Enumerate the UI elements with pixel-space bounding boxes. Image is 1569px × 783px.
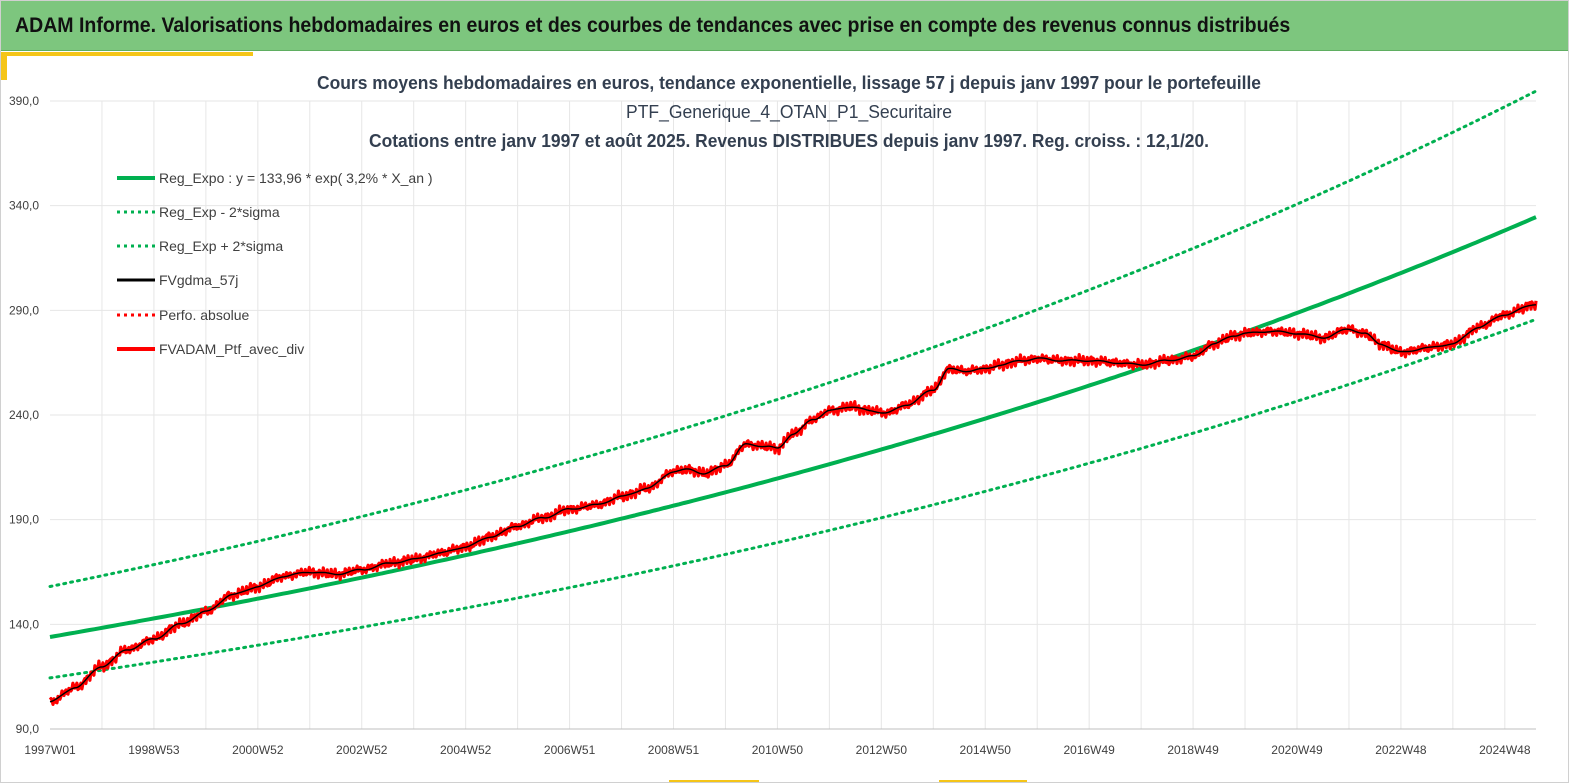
x-axis-ticks: 1997W01 1998W53 2000W52 2002W52 2004W52 2006W… xyxy=(24,743,1531,757)
accent-bar-bottom-right xyxy=(939,780,1027,782)
legend-label-fvadam: FVADAM_Ptf_avec_div xyxy=(159,341,304,357)
x-tick-label: 2008W51 xyxy=(648,743,700,757)
series-fvadam-ptf-avec-div xyxy=(48,300,1538,706)
header-title: ADAM Informe. Valorisations hebdomadaire… xyxy=(15,13,1291,37)
x-tick-label: 2024W48 xyxy=(1479,743,1531,757)
x-tick-label: 2016W49 xyxy=(1063,743,1115,757)
accent-bar-top-left xyxy=(1,52,253,56)
x-tick-label: 2000W52 xyxy=(232,743,284,757)
y-tick-label: 90,0 xyxy=(16,722,40,736)
legend: Reg_Expo : y = 133,96 * exp( 3,2% * X_an… xyxy=(117,170,433,357)
y-tick-label: 140,0 xyxy=(9,617,39,631)
series-layer xyxy=(48,89,1538,706)
y-axis-ticks: 390,0 340,0 290,0 240,0 190,0 140,0 90,0 xyxy=(9,94,39,736)
x-tick-label: 2006W51 xyxy=(544,743,596,757)
y-tick-label: 340,0 xyxy=(9,199,39,213)
series-fvgdma-57j xyxy=(49,304,1536,703)
x-tick-label: 2018W49 xyxy=(1167,743,1219,757)
legend-label-fvgdma: FVgdma_57j xyxy=(159,272,238,288)
x-tick-label: 2020W49 xyxy=(1271,743,1323,757)
legend-label-perfo-absolue: Perfo. absolue xyxy=(159,307,249,323)
chart-title-line-1: Cours moyens hebdomadaires en euros, ten… xyxy=(317,73,1261,93)
series-reg-expo xyxy=(49,215,1537,639)
y-tick-label: 290,0 xyxy=(9,303,39,317)
x-tick-label: 2010W50 xyxy=(752,743,804,757)
y-tick-label: 390,0 xyxy=(9,94,39,108)
x-tick-label: 1998W53 xyxy=(128,743,180,757)
x-tick-label: 2014W50 xyxy=(960,743,1012,757)
series-reg-exp-plus-2sigma xyxy=(48,89,1538,588)
chart-title-line-3: Cotations entre janv 1997 et août 2025. … xyxy=(369,131,1209,151)
legend-label-reg-exp-plus: Reg_Exp + 2*sigma xyxy=(159,238,283,254)
y-tick-label: 190,0 xyxy=(9,513,39,527)
y-tick-label: 240,0 xyxy=(9,408,39,422)
legend-label-reg-exp-minus: Reg_Exp - 2*sigma xyxy=(159,204,280,220)
x-tick-label: 2004W52 xyxy=(440,743,492,757)
x-tick-label: 1997W01 xyxy=(24,743,76,757)
header-bar: ADAM Informe. Valorisations hebdomadaire… xyxy=(1,1,1568,51)
grid-layer xyxy=(50,100,1536,730)
legend-label-reg-expo: Reg_Expo : y = 133,96 * exp( 3,2% * X_an… xyxy=(159,170,433,186)
x-tick-label: 2022W48 xyxy=(1375,743,1427,757)
x-tick-label: 2012W50 xyxy=(856,743,908,757)
x-tick-label: 2002W52 xyxy=(336,743,388,757)
accent-bar-left-side xyxy=(1,52,7,80)
series-reg-exp-minus-2sigma xyxy=(48,317,1538,680)
chart-title-line-2: PTF_Generique_4_OTAN_P1_Securitaire xyxy=(626,102,952,123)
accent-bar-bottom-left xyxy=(669,780,759,782)
